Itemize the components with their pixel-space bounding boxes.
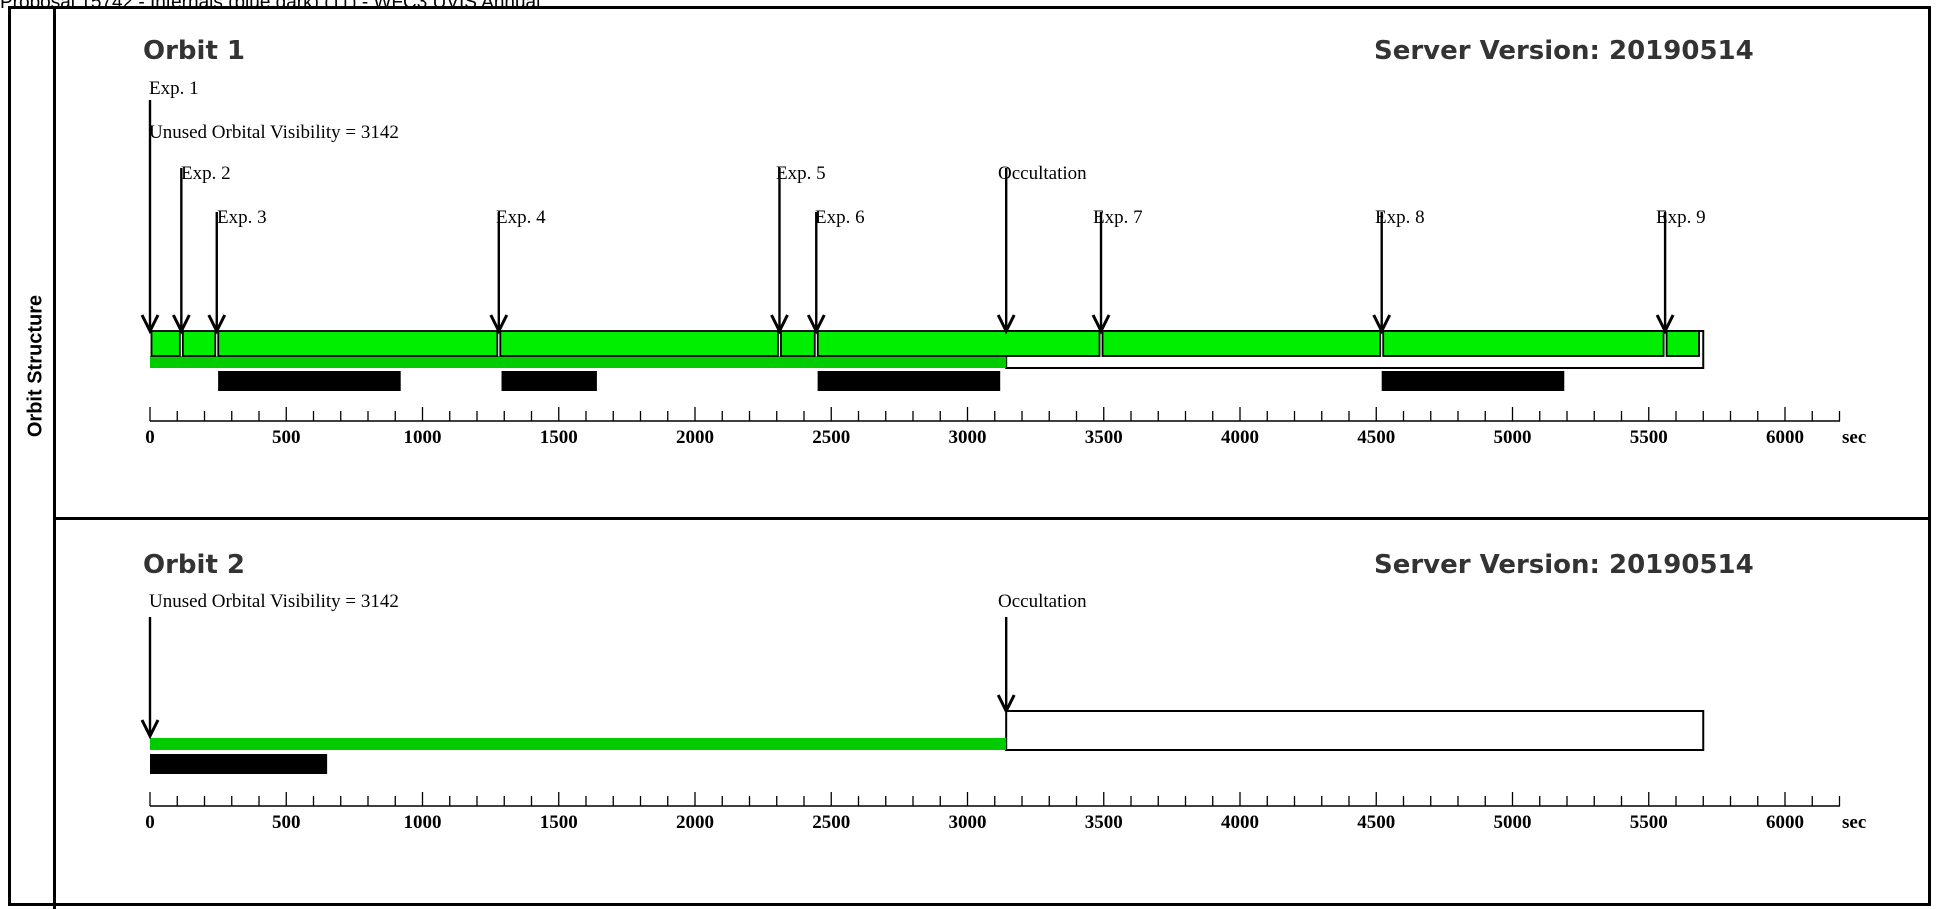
orbit1-occultation-arrow-head <box>996 314 1016 335</box>
orbit1-tick-label: 3000 <box>949 427 987 448</box>
orbit2-tick-label: 4000 <box>1221 812 1259 833</box>
orbit1-exp9-label: Exp. 9 <box>1656 207 1706 228</box>
side-label-column <box>11 9 56 909</box>
orbit2-tick-label: 3000 <box>949 812 987 833</box>
orbit1-exp6-label: Exp. 6 <box>815 207 865 228</box>
orbit2-tick-label: 1500 <box>540 812 578 833</box>
orbit2-tick-label: 4500 <box>1357 812 1395 833</box>
orbit1-exposure-block-9 <box>1665 330 1700 357</box>
orbit2-tick-label: 0 <box>145 812 155 833</box>
orbit2-visibility-bar <box>150 738 1007 750</box>
orbit1-exp6-arrow-head <box>806 314 826 335</box>
orbit1-tick-label: 4500 <box>1357 427 1395 448</box>
orbit2-occultation-box <box>1005 710 1705 751</box>
orbit1-occultation-label: Occultation <box>998 163 1087 184</box>
orbit2-tick-label: 3500 <box>1085 812 1123 833</box>
orbit1-exposure-block-2 <box>181 330 217 357</box>
orbit1-exp8-label: Exp. 8 <box>1375 207 1425 228</box>
orbit2-tick-label: 1000 <box>404 812 442 833</box>
orbit2-server-version: Server Version: 20190514 <box>1374 550 1754 580</box>
orbit-structure-frame <box>8 6 1931 906</box>
orbit1-exposure-block-7 <box>1101 330 1382 357</box>
orbit2-tick-label: 6000 <box>1766 812 1804 833</box>
orbit2-axis-unit: sec <box>1842 812 1866 833</box>
orbit2-unused-visibility: Unused Orbital Visibility = 3142 <box>149 591 399 612</box>
orbit1-exp5-label: Exp. 5 <box>776 163 826 184</box>
orbit1-exposure-block-8 <box>1382 330 1665 357</box>
orbit1-exp5-arrow-head <box>770 314 789 335</box>
orbit1-tick-label: 4000 <box>1221 427 1259 448</box>
orbit1-exp3-label: Exp. 3 <box>217 207 267 228</box>
orbit1-tick-label: 2000 <box>676 427 714 448</box>
orbit2-start-arrow-head <box>140 719 160 740</box>
orbit1-exp8-arrow-head <box>1372 314 1392 335</box>
orbit1-tick-label: 6000 <box>1766 427 1804 448</box>
orbit1-exposure-block-1 <box>150 330 181 357</box>
orbit2-occultation-arrow-head <box>996 694 1016 715</box>
orbit1-tick-label: 2500 <box>812 427 850 448</box>
orbit2-tick-label: 5000 <box>1494 812 1532 833</box>
orbit1-visibility-bar <box>150 356 1007 368</box>
orbit1-exp1-label: Exp. 1 <box>149 78 199 99</box>
orbit1-exp4-label: Exp. 4 <box>496 207 546 228</box>
orbit1-exp2-label: Exp. 2 <box>181 163 231 184</box>
orbit1-exp7-arrow-head <box>1091 314 1111 335</box>
orbit1-buffer-3 <box>817 371 1001 391</box>
orbit1-tick-label: 3500 <box>1085 427 1123 448</box>
orbit1-server-version: Server Version: 20190514 <box>1374 36 1754 66</box>
orbit1-exp1-arrow-head <box>140 314 160 335</box>
orbit1-exp7-label: Exp. 7 <box>1093 207 1143 228</box>
panel-divider <box>56 517 1928 520</box>
orbit1-exposure-block-3 <box>217 330 499 357</box>
orbit1-exp2-arrow-head <box>171 314 191 335</box>
orbit1-tick-label: 1500 <box>540 427 578 448</box>
orbit1-exposure-block-4 <box>499 330 779 357</box>
orbit1-axis-unit: sec <box>1842 427 1866 448</box>
orbit2-title: Orbit 2 <box>143 550 246 580</box>
orbit1-exp9-arrow-head <box>1655 314 1675 335</box>
orbit1-tick-label: 5500 <box>1630 427 1668 448</box>
orbit1-title: Orbit 1 <box>143 36 246 66</box>
orbit1-exp3-arrow-head <box>207 314 227 335</box>
orbit1-unused-visibility: Unused Orbital Visibility = 3142 <box>149 122 399 143</box>
orbit1-exp4-arrow-head <box>489 314 509 335</box>
orbit1-buffer-4 <box>1381 371 1565 391</box>
orbit1-tick-label: 5000 <box>1494 427 1532 448</box>
orbit1-buffer-1 <box>218 371 401 391</box>
orbit1-exposure-block-6 <box>816 330 1101 357</box>
orbit1-tick-label: 0 <box>145 427 155 448</box>
orbit1-buffer-2 <box>501 371 597 391</box>
orbit2-occultation-label: Occultation <box>998 591 1087 612</box>
orbit2-tick-label: 500 <box>272 812 301 833</box>
orbit1-tick-label: 500 <box>272 427 301 448</box>
orbit1-tick-label: 1000 <box>404 427 442 448</box>
orbit2-tick-label: 2000 <box>676 812 714 833</box>
orbit2-tick-label: 2500 <box>812 812 850 833</box>
orbit1-exposure-block-5 <box>780 330 816 357</box>
orbit2-buffer-1 <box>150 754 328 774</box>
orbit2-tick-label: 5500 <box>1630 812 1668 833</box>
